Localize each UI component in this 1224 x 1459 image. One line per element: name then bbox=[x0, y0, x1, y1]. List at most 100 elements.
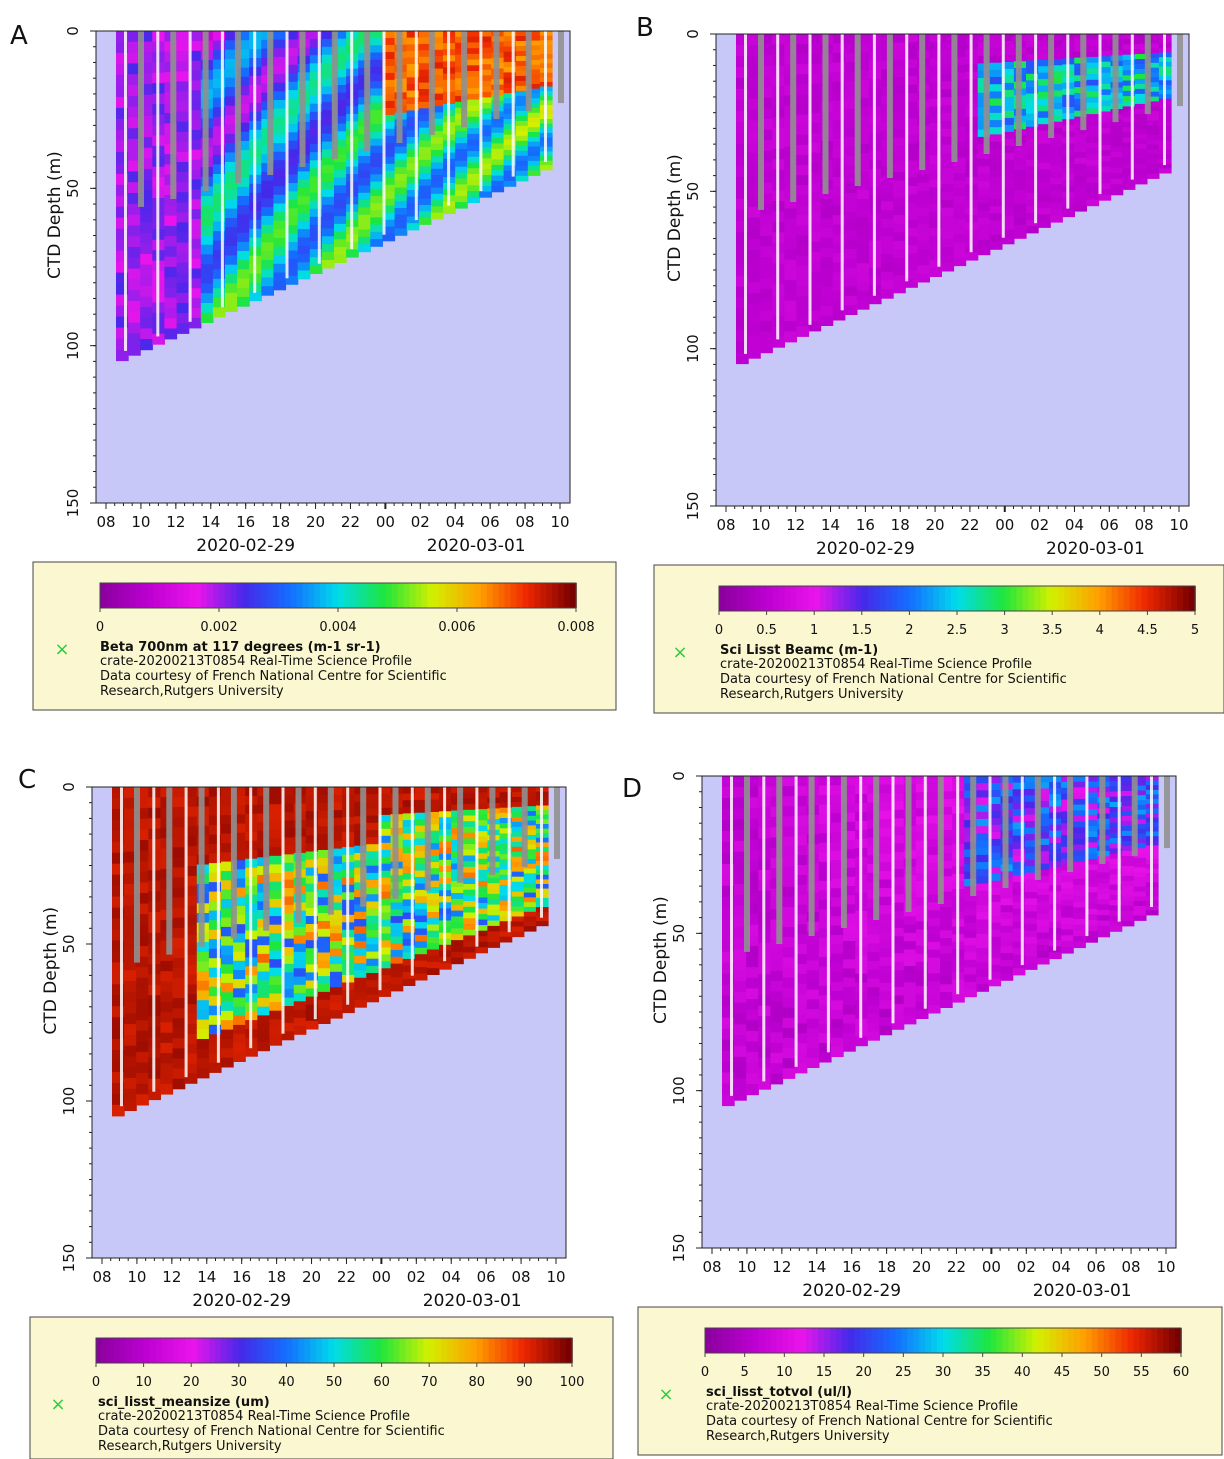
data-cell bbox=[820, 296, 834, 307]
data-cell bbox=[856, 144, 870, 154]
data-cell bbox=[418, 179, 432, 187]
data-cell bbox=[237, 269, 250, 280]
data-cell bbox=[257, 997, 270, 1008]
data-cell bbox=[305, 899, 319, 909]
data-cell bbox=[140, 211, 153, 223]
data-cell bbox=[116, 53, 129, 65]
data-cell bbox=[479, 75, 492, 82]
data-cell bbox=[1050, 178, 1063, 185]
data-cell bbox=[976, 776, 989, 784]
data-cell bbox=[112, 1072, 125, 1084]
colorbar-segment bbox=[314, 583, 321, 608]
panel-label: C bbox=[18, 765, 36, 795]
data-cell bbox=[760, 278, 773, 290]
colorbar-segment bbox=[125, 1338, 133, 1363]
data-cell bbox=[430, 62, 444, 70]
data-cell bbox=[856, 199, 870, 209]
gap-stripe bbox=[457, 787, 464, 883]
data-cell bbox=[366, 880, 379, 888]
data-cell bbox=[136, 999, 149, 1011]
data-cell bbox=[382, 149, 396, 158]
data-cell bbox=[523, 815, 537, 822]
data-cell bbox=[736, 132, 749, 145]
data-cell bbox=[796, 94, 810, 106]
data-cell bbox=[196, 1019, 210, 1030]
data-cell bbox=[330, 964, 343, 973]
data-cell bbox=[917, 166, 930, 176]
data-cell bbox=[881, 218, 894, 229]
data-cell bbox=[915, 816, 929, 826]
data-cell bbox=[418, 63, 432, 71]
data-cell bbox=[297, 254, 311, 263]
data-cell bbox=[394, 194, 408, 202]
data-cell bbox=[844, 164, 858, 175]
data-cell bbox=[366, 872, 379, 881]
data-cell bbox=[917, 215, 930, 225]
data-cell bbox=[844, 118, 858, 128]
data-cell bbox=[722, 896, 735, 909]
data-cell bbox=[844, 136, 858, 147]
data-cell bbox=[414, 793, 428, 801]
data-cell bbox=[1024, 866, 1038, 874]
data-cell bbox=[176, 252, 190, 264]
data-cell bbox=[511, 801, 525, 808]
gap-stripe bbox=[267, 31, 274, 175]
data-cell bbox=[856, 189, 870, 200]
data-cell bbox=[382, 205, 396, 214]
data-cell bbox=[1098, 78, 1112, 85]
data-cell bbox=[539, 160, 553, 166]
data-cell bbox=[905, 143, 918, 153]
data-cell bbox=[418, 211, 432, 219]
data-cell bbox=[1086, 108, 1100, 115]
data-cell bbox=[1134, 173, 1148, 180]
data-cell bbox=[269, 1010, 283, 1020]
data-cell bbox=[748, 314, 761, 327]
data-cell bbox=[233, 814, 246, 825]
data-cell bbox=[989, 242, 1003, 250]
data-cell bbox=[527, 64, 541, 71]
data-cell bbox=[915, 824, 929, 834]
data-cell bbox=[188, 268, 202, 279]
data-cell bbox=[527, 160, 541, 167]
data-cell bbox=[511, 856, 525, 863]
data-cell bbox=[844, 239, 858, 250]
data-cell bbox=[430, 175, 444, 182]
data-cell bbox=[748, 34, 761, 46]
data-cell bbox=[221, 861, 234, 872]
data-cell bbox=[176, 182, 190, 193]
x-tick-label: 08 bbox=[1135, 516, 1154, 534]
data-cell bbox=[941, 89, 955, 98]
data-cell bbox=[832, 234, 846, 245]
data-cell bbox=[334, 247, 347, 256]
colorbar-segment bbox=[100, 583, 107, 608]
data-cell bbox=[1146, 106, 1160, 112]
data-cell bbox=[378, 905, 392, 914]
data-cell bbox=[503, 170, 517, 177]
colorbar-segment bbox=[530, 1338, 538, 1363]
data-cell bbox=[212, 145, 226, 156]
data-cell bbox=[317, 944, 331, 954]
data-cell bbox=[172, 1038, 186, 1050]
data-cell bbox=[406, 84, 420, 92]
data-cell bbox=[988, 880, 1002, 889]
data-cell bbox=[184, 796, 198, 808]
data-cell bbox=[390, 956, 404, 965]
data-cell bbox=[455, 166, 468, 174]
data-cell bbox=[929, 58, 942, 67]
data-cell bbox=[515, 75, 529, 82]
data-cell bbox=[929, 106, 942, 116]
data-cell bbox=[237, 260, 250, 270]
data-cell bbox=[820, 228, 834, 239]
data-cell bbox=[321, 173, 335, 182]
data-cell bbox=[212, 164, 226, 175]
data-cell bbox=[124, 851, 137, 864]
data-cell bbox=[164, 225, 178, 237]
data-cell bbox=[225, 124, 238, 135]
data-cell bbox=[269, 795, 283, 805]
data-cell bbox=[989, 41, 1003, 49]
data-cell bbox=[1012, 782, 1026, 790]
y-tick-label: 50 bbox=[684, 182, 702, 201]
data-cell bbox=[467, 82, 480, 89]
data-cell bbox=[941, 160, 955, 169]
